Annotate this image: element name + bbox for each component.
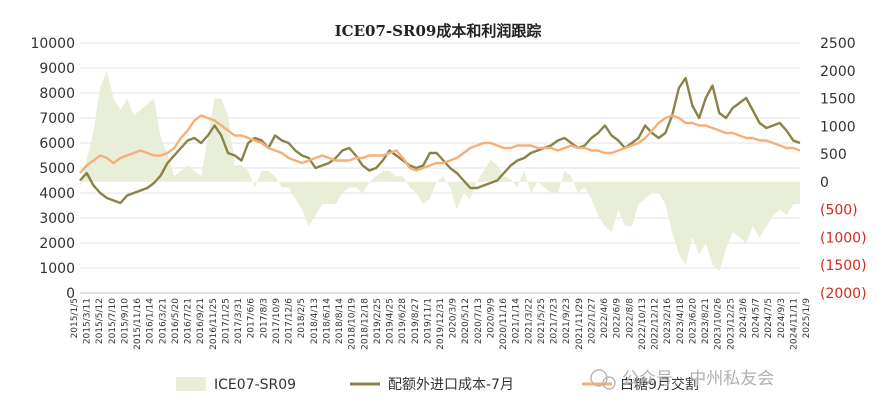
y-right-tick-label: 0: [820, 175, 829, 191]
x-tick-label: 2015/5/12: [95, 298, 105, 344]
x-tick-label: 2019/11/1: [423, 298, 433, 344]
y-right-tick-label: 2500: [820, 36, 856, 52]
x-tick-label: 2021/5/25: [537, 298, 547, 344]
legend-label: 白糖9月交割: [620, 376, 699, 393]
x-tick-label: 2018/2/5: [297, 298, 307, 338]
x-tick-label: 2023/6/20: [688, 298, 698, 344]
y-left-tick-label: 2000: [39, 236, 75, 252]
legend-label: ICE07-SR09: [214, 377, 296, 393]
x-tick-label: 2024/3/6: [739, 298, 749, 339]
chart-title: ICE07-SR09成本和利润跟踪: [335, 22, 542, 40]
x-tick-label: 2019/8/27: [411, 298, 421, 344]
x-tick-label: 2021/1/14: [512, 298, 522, 344]
x-tick-label: 2022/1/27: [587, 298, 597, 344]
x-tick-label: 2020/5/12: [461, 298, 471, 344]
x-tick-label: 2023/12/25: [726, 298, 736, 350]
x-tick-label: 2015/3/11: [83, 298, 93, 344]
x-tick-label: 2018/6/14: [322, 298, 332, 344]
x-tick-label: 2023/4/18: [676, 298, 686, 344]
x-tick-label: 2020/9/9: [486, 298, 496, 339]
x-tick-label: 2017/6/6: [247, 298, 257, 339]
y-left-tick-label: 7000: [39, 111, 75, 127]
x-tick-label: 2016/9/21: [196, 298, 206, 344]
area-series-layer: [80, 70, 800, 271]
y-right-tick-label: 500: [820, 147, 847, 163]
x-tick-label: 2016/3/21: [158, 298, 168, 344]
x-tick-label: 2023/10/26: [714, 298, 724, 350]
x-tick-label: 2018/8/14: [335, 298, 345, 344]
y-right-tick-label: (500): [820, 203, 858, 219]
x-tick-label: 2020/7/13: [474, 298, 484, 344]
x-tick-label: 2016/11/25: [209, 298, 219, 350]
x-tick-label: 2015/9/10: [120, 298, 130, 344]
x-tick-label: 2022/12/12: [651, 298, 661, 350]
x-tick-label: 2015/1/5: [70, 298, 80, 338]
x-tick-label: 2022/6/9: [613, 298, 623, 339]
line-series-layer: [79, 76, 801, 205]
x-tick-label: 2024/11/11: [789, 298, 799, 350]
y-right-tick-label: (2000): [820, 286, 867, 302]
wechat-icon-small: [602, 376, 616, 390]
tick-labels: 0100020003000400050006000700080009000100…: [30, 36, 866, 350]
x-tick-label: 2019/6/28: [398, 298, 408, 344]
x-tick-label: 2022/10/13: [638, 298, 648, 350]
x-tick-label: 2016/5/20: [171, 298, 181, 344]
line-series-sugar-delivery: [79, 114, 801, 174]
x-tick-label: 2016/7/21: [184, 298, 194, 344]
y-right-tick-label: 1500: [820, 92, 856, 108]
x-tick-label: 2015/7/10: [108, 298, 118, 344]
x-tick-label: 2020/3/9: [449, 298, 459, 339]
x-tick-label: 2024/9/3: [777, 298, 787, 338]
y-left-tick-label: 10000: [30, 36, 75, 52]
x-tick-label: 2025/1/9: [802, 298, 812, 339]
x-tick-label: 2021/7/23: [550, 298, 560, 344]
line-series-import-cost: [79, 76, 801, 205]
y-left-tick-label: 8000: [39, 86, 75, 102]
watermark-text: 公众号 · 中州私友会: [622, 369, 774, 389]
x-tick-label: 2021/3/22: [524, 298, 534, 344]
x-tick-label: 2021/11/29: [575, 298, 585, 350]
legend: ICE07-SR09 配额外进口成本-7月 白糖9月交割: [176, 376, 699, 393]
x-tick-label: 2015/11/16: [133, 298, 143, 350]
area-series-ice07-sr09: [80, 70, 800, 271]
x-tick-label: 2019/2/25: [373, 298, 383, 344]
y-right-tick-label: (1500): [820, 258, 867, 274]
x-tick-label: 2017/8/3: [259, 298, 269, 338]
x-tick-label: 2018/4/13: [310, 298, 320, 344]
x-tick-label: 2023/2/16: [663, 298, 673, 344]
legend-label: 配额外进口成本-7月: [388, 377, 514, 393]
x-tick-label: 2017/12/6: [285, 298, 295, 344]
x-tick-label: 2024/5/7: [752, 298, 762, 338]
y-left-tick-label: 0: [66, 286, 75, 302]
x-tick-label: 2019/4/25: [386, 298, 396, 344]
watermark: 公众号 · 中州私友会: [590, 369, 774, 390]
y-left-tick-label: 6000: [39, 136, 75, 152]
y-left-tick-label: 9000: [39, 61, 75, 77]
y-right-tick-label: (1000): [820, 230, 867, 246]
x-tick-label: 2017/10/9: [272, 298, 282, 344]
y-right-tick-label: 2000: [820, 64, 856, 80]
x-tick-label: 2024/7/5: [764, 298, 774, 338]
y-left-tick-label: 4000: [39, 186, 75, 202]
y-left-tick-label: 1000: [39, 261, 75, 277]
y-right-tick-label: 1000: [820, 119, 856, 135]
y-left-tick-label: 3000: [39, 211, 75, 227]
x-tick-label: 2019/12/31: [436, 298, 446, 350]
x-tick-label: 2018/12/18: [360, 298, 370, 350]
x-tick-label: 2022/8/8: [625, 298, 635, 339]
x-tick-label: 2022/4/6: [600, 298, 610, 339]
x-tick-label: 2020/11/16: [499, 298, 509, 350]
y-left-tick-label: 5000: [39, 161, 75, 177]
x-tick-label: 2016/1/14: [146, 298, 156, 344]
x-tick-label: 2017/1/25: [221, 298, 231, 344]
x-tick-label: 2018/10/19: [348, 298, 358, 350]
x-tick-label: 2023/8/21: [701, 298, 711, 344]
legend-swatch-area: [176, 377, 206, 391]
x-tick-label: 2017/3/31: [234, 298, 244, 344]
x-tick-label: 2021/9/23: [562, 298, 572, 344]
